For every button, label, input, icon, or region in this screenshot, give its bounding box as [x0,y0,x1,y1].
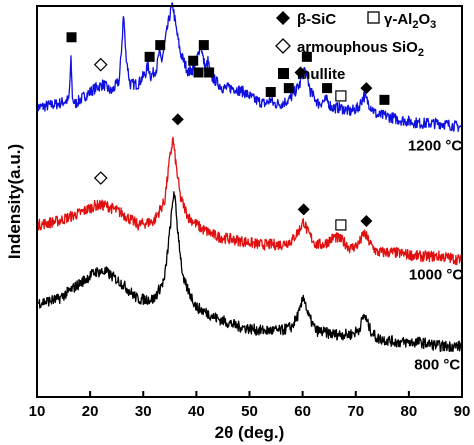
sic-peak-marker [360,215,373,228]
legend-entry-al2o3: γ-Al2O3 [367,11,436,31]
mullite-peak-marker [283,83,294,94]
legend-label-mullite: mullite [297,66,345,83]
x-tick-label: 60 [294,403,311,420]
mullite-peak-marker [66,32,77,43]
legend-label-sic: β-SiC [297,11,336,28]
series-labels: 1200 °C 1000 °C 800 °C [408,138,464,374]
x-tick-label: 70 [347,403,364,420]
series-label-0: 1200 °C [408,138,463,155]
x-tick-label: 50 [241,403,258,420]
series-line-2 [36,191,463,353]
mullite-peak-marker [204,67,215,78]
x-tick-label: 90 [454,403,471,420]
filled-diamond-icon [276,11,290,25]
sic-peak-marker [297,203,310,216]
marker-layer [66,32,390,231]
legend-entry-sic: β-SiC [276,11,336,28]
open-square-icon [367,11,380,24]
sic-peak-marker [171,113,184,126]
series-line-0 [36,2,463,132]
sio2-peak-marker [93,171,108,185]
sic-peak-marker [360,82,373,95]
legend: β-SiC γ-Al2O3 armouphous SiO2 mullite [275,11,436,83]
legend-label-al2o3: γ-Al2O3 [384,11,436,31]
al2o3-peak-marker [335,219,347,231]
x-tick-label: 40 [188,403,205,420]
mullite-peak-marker [144,51,155,62]
mullite-peak-marker [188,55,199,66]
series-label-2: 800 °C [414,357,460,374]
y-axis-title: Indensity(a.u.) [5,144,24,259]
x-tick-label: 80 [401,403,418,420]
sic-peak-marker [294,66,307,79]
x-tick-label: 10 [29,403,46,420]
x-tick-label: 20 [82,403,99,420]
series-label-1: 1000 °C [409,267,464,284]
filled-square-icon [278,68,289,79]
al2o3-peak-marker [335,90,347,102]
open-diamond-icon [275,38,291,54]
x-axis-ticks: 10 20 30 40 50 60 70 80 90 [29,391,471,420]
mullite-peak-marker [379,94,390,105]
mullite-peak-marker [265,87,276,98]
x-axis-title: 2θ (deg.) [215,423,285,442]
series-line-1 [36,136,463,266]
legend-label-sio2: armouphous SiO2 [297,39,424,59]
legend-entry-mullite: mullite [278,66,345,83]
series-layer [36,2,463,353]
mullite-peak-marker [301,51,312,62]
sio2-peak-marker [93,57,108,72]
mullite-peak-marker [193,67,204,78]
x-tick-label: 30 [135,403,152,420]
legend-entry-sio2: armouphous SiO2 [275,38,424,59]
mullite-peak-marker [198,40,209,51]
mullite-peak-marker [155,40,166,51]
mullite-peak-marker [322,83,333,94]
